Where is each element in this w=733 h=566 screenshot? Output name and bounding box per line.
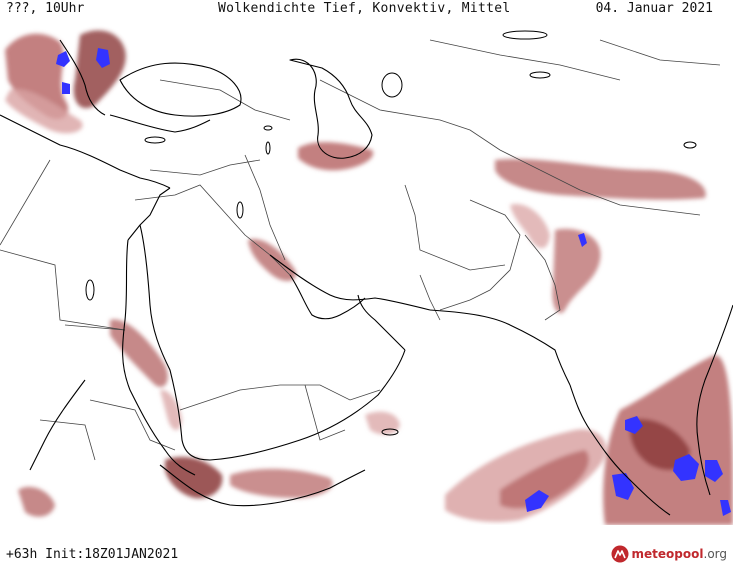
coast-oman [357, 294, 406, 351]
border-layer [0, 39, 721, 461]
lake-van [263, 125, 273, 131]
cloud-patch-punjab [510, 204, 550, 249]
footer-bar: +63h Init:18Z01JAN2021 meteopool.org [0, 525, 733, 566]
coast-somalia [29, 379, 86, 471]
cloud-patch-karnataka [629, 419, 690, 470]
cloud-patch-west-turkey [5, 89, 83, 134]
border-saudi-oman [304, 384, 346, 441]
cloud-patch-arabian-sea-core [500, 450, 589, 509]
coast-black-sea [119, 62, 242, 117]
cloud-patch-mesopotamia [248, 239, 296, 282]
cloud-max-tamil [705, 460, 723, 482]
border-pakistan-india [524, 234, 561, 321]
map-canvas [0, 30, 733, 525]
aral-sea [381, 72, 403, 98]
cloud-max-kerala [612, 473, 634, 500]
cloud-density-layer [5, 30, 733, 525]
island-socotra [381, 428, 399, 436]
border-saudi-iraq [134, 184, 291, 276]
island-cyprus [144, 136, 166, 144]
cloud-patch-africa-horn [18, 486, 55, 517]
coast-aegean [59, 39, 106, 116]
coast-gulf-aden [159, 464, 366, 507]
border-egypt-sudan [64, 324, 126, 331]
coast-makran [429, 309, 571, 386]
border-turkey-syria [149, 159, 261, 176]
coast-turkey-south [109, 114, 211, 133]
forecast-time-label: ???, 10Uhr [6, 1, 85, 16]
cloud-patch-south-caspian [298, 142, 374, 171]
forecast-date: 04. Januar 2021 [595, 1, 713, 16]
cloud-max-rajasthan [578, 233, 587, 247]
lake-issyk [529, 71, 551, 79]
cloud-patch-hadramaut [230, 468, 333, 498]
cloud-max-layer [56, 48, 731, 516]
coast-red-sea-west [122, 239, 196, 476]
cloud-max-balkans-3 [62, 82, 70, 94]
lake-tibet [683, 141, 697, 149]
init-time-label: +63h Init:18Z01JAN2021 [6, 547, 179, 562]
island-layer [85, 30, 697, 436]
coast-persian-gulf-east [269, 254, 431, 311]
border-kazakh [429, 39, 621, 81]
border-iran-pakistan [419, 274, 441, 321]
meteopool-logo-text: meteopool.org [631, 547, 727, 561]
border-ethiopia [89, 399, 176, 451]
border-china-mongolia [599, 39, 721, 66]
cloud-patch-himalaya [495, 158, 706, 200]
coast-arabia-south [209, 349, 406, 461]
border-egypt-libya [0, 249, 126, 331]
coast-mediterranean-south [0, 114, 171, 189]
cloud-patch-eritrea [160, 389, 182, 431]
cloud-patch-rajasthan [552, 228, 601, 314]
cloud-max-karnataka-2 [673, 454, 699, 481]
coast-india-east [696, 304, 733, 496]
cloud-patch-aegean [73, 30, 126, 109]
border-libya-west [0, 159, 51, 246]
cloud-patch-balkans [5, 33, 69, 120]
coast-levant [127, 187, 171, 241]
coast-persian-gulf-west [289, 274, 366, 320]
coast-caspian [289, 58, 373, 159]
cloud-max-balkans-2 [96, 48, 110, 68]
cloud-max-balkans-1 [56, 51, 70, 67]
meteopool-logo-icon [611, 545, 629, 563]
lake-balkhash [502, 30, 548, 40]
coast-red-sea-east [139, 224, 211, 461]
coastline-layer [0, 39, 733, 516]
cloud-max-srilanka [720, 500, 731, 516]
cloud-patch-yemen [165, 456, 223, 499]
border-saudi-yemen [179, 384, 381, 411]
map-title: Wolkendichte Tief, Konvektiv, Mittel [218, 1, 511, 16]
border-afghan-pakistan [439, 199, 521, 311]
border-central-asia [319, 79, 541, 171]
meteopool-logo[interactable]: meteopool.org [611, 543, 727, 565]
header-bar: ???, 10Uhr Wolkendichte Tief, Konvektiv,… [0, 0, 733, 20]
border-sudan-south [39, 419, 96, 461]
weather-map [0, 20, 733, 525]
cloud-max-arabian-sea [525, 490, 549, 512]
border-iran-afghanistan [404, 184, 506, 271]
border-india-china [539, 169, 701, 216]
cloud-patch-red-sea [110, 319, 168, 388]
lake-sinai [236, 201, 244, 219]
border-iraq-iran [244, 154, 286, 261]
border-caucasus [159, 79, 291, 121]
cloud-max-karnataka-1 [625, 416, 643, 434]
lake-nasser [85, 279, 95, 301]
lake-urmia [265, 141, 271, 155]
coast-india-west [569, 384, 671, 516]
